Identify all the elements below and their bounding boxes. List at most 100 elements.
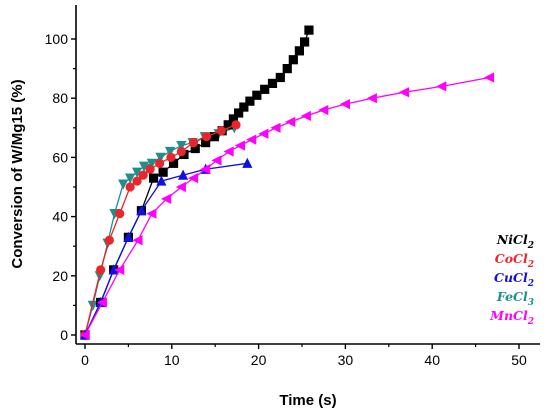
data-point-CuCl2 xyxy=(156,175,167,186)
data-point-CoCl2 xyxy=(166,152,176,162)
legend-label-subscript: 2 xyxy=(527,279,534,289)
data-point-CoCl2 xyxy=(155,158,165,168)
data-point-MnCl2 xyxy=(339,99,350,110)
data-point-MnCl2 xyxy=(96,297,107,308)
y-tick-label: 80 xyxy=(52,90,68,106)
data-point-MnCl2 xyxy=(132,235,143,246)
data-point-NiCl2 xyxy=(158,167,168,177)
x-tick-label: 10 xyxy=(164,352,180,368)
data-point-FeCl3 xyxy=(125,173,136,184)
y-tick-label: 0 xyxy=(60,327,68,343)
data-point-FeCl3 xyxy=(87,300,98,311)
legend-label-main: FeCl xyxy=(496,289,528,304)
data-point-MnCl2 xyxy=(300,110,311,122)
data-point-CoCl2 xyxy=(145,164,155,174)
x-tick-label: 20 xyxy=(251,352,267,368)
legend-label-main: CuCl xyxy=(494,270,528,285)
data-point-CoCl2 xyxy=(176,146,186,157)
data-point-FeCl3 xyxy=(118,179,129,190)
data-point-NiCl2 xyxy=(245,96,255,106)
data-point-MnCl2 xyxy=(79,329,90,341)
data-point-CuCl2 xyxy=(108,264,119,275)
data-point-MnCl2 xyxy=(258,128,269,139)
data-point-NiCl2 xyxy=(234,108,244,118)
data-point-FeCl3 xyxy=(131,167,143,178)
y-tick-label: 60 xyxy=(52,149,68,165)
x-axis-title: Time (s) xyxy=(279,392,336,409)
legend-label-subscript: 2 xyxy=(527,260,534,270)
data-point-NiCl2 xyxy=(260,84,270,94)
data-point-CoCl2 xyxy=(132,176,142,186)
legend-label-main: NiCl xyxy=(496,232,528,247)
legend-label-subscript: 3 xyxy=(528,298,534,308)
series-layer xyxy=(79,25,495,341)
data-point-MnCl2 xyxy=(175,181,186,193)
data-point-MnCl2 xyxy=(114,264,125,275)
data-point-NiCl2 xyxy=(275,72,285,83)
data-point-MnCl2 xyxy=(285,116,296,127)
series-MnCl2 xyxy=(79,72,495,341)
legend-label-main: CoCl xyxy=(495,251,528,266)
plot-area: 0 10 20 30 40 50 0 20 40 60 80 100 xyxy=(45,5,540,368)
data-point-MnCl2 xyxy=(436,81,447,92)
data-point-MnCl2 xyxy=(483,72,495,83)
data-point-MnCl2 xyxy=(200,164,211,175)
data-point-CoCl2 xyxy=(138,170,148,180)
data-point-CoCl2 xyxy=(201,132,212,142)
data-point-NiCl2 xyxy=(223,120,233,130)
data-point-MnCl2 xyxy=(398,87,410,98)
data-point-CoCl2 xyxy=(231,120,241,130)
data-point-NiCl2 xyxy=(294,46,304,56)
data-point-NiCl2 xyxy=(300,37,310,47)
data-point-NiCl2 xyxy=(168,158,179,168)
data-point-NiCl2 xyxy=(201,138,211,148)
data-point-MnCl2 xyxy=(270,122,281,133)
y-axis-title: Conversion of W/Mg15 (%) xyxy=(9,79,26,268)
data-point-NiCl2 xyxy=(209,132,219,142)
x-tick-label: 50 xyxy=(511,352,527,368)
data-point-MnCl2 xyxy=(318,104,329,116)
data-point-FeCl3 xyxy=(176,140,187,152)
legend-entry-MnCl2: MnCl2 xyxy=(489,308,534,327)
data-point-MnCl2 xyxy=(234,140,245,151)
data-point-CuCl2 xyxy=(242,157,253,168)
legend-label-subscript: 2 xyxy=(527,317,534,327)
data-point-MnCl2 xyxy=(146,208,157,219)
data-point-CuCl2 xyxy=(136,205,147,216)
data-point-FeCl3 xyxy=(164,146,176,158)
legend-entry-NiCl2: NiCl2 xyxy=(496,232,534,251)
data-point-NiCl2 xyxy=(190,143,200,154)
data-point-FeCl3 xyxy=(155,152,166,163)
data-point-CoCl2 xyxy=(96,265,106,275)
data-point-NiCl2 xyxy=(252,90,262,100)
y-tick-label: 100 xyxy=(45,31,69,47)
data-point-NiCl2 xyxy=(228,114,239,124)
data-point-FeCl3 xyxy=(138,161,150,172)
legend-label-main: MnCl xyxy=(489,308,528,323)
data-point-CoCl2 xyxy=(188,138,199,148)
legend-entry-FeCl3: FeCl3 xyxy=(496,289,534,308)
data-point-MnCl2 xyxy=(211,155,222,166)
legend-entry-CoCl2: CoCl2 xyxy=(495,251,534,270)
data-point-MnCl2 xyxy=(366,93,377,104)
data-point-MnCl2 xyxy=(246,134,257,145)
data-point-MnCl2 xyxy=(187,173,199,184)
data-point-CoCl2 xyxy=(104,235,114,245)
data-point-FeCl3 xyxy=(146,158,157,169)
data-point-CoCl2 xyxy=(125,182,135,192)
legend-entry-CuCl2: CuCl2 xyxy=(494,270,534,289)
data-point-NiCl2 xyxy=(148,173,159,183)
x-tick-label: 40 xyxy=(424,352,440,368)
data-point-CoCl2 xyxy=(115,209,125,219)
data-point-NiCl2 xyxy=(267,78,278,88)
y-axis-ticks: 0 20 40 60 80 100 xyxy=(45,31,76,343)
x-axis-ticks: 0 10 20 30 40 50 xyxy=(81,344,527,368)
data-point-CoCl2 xyxy=(216,126,226,136)
x-tick-label: 30 xyxy=(338,352,354,368)
x-tick-label: 0 xyxy=(81,352,89,368)
data-point-MnCl2 xyxy=(223,146,234,157)
y-tick-label: 20 xyxy=(52,268,68,284)
